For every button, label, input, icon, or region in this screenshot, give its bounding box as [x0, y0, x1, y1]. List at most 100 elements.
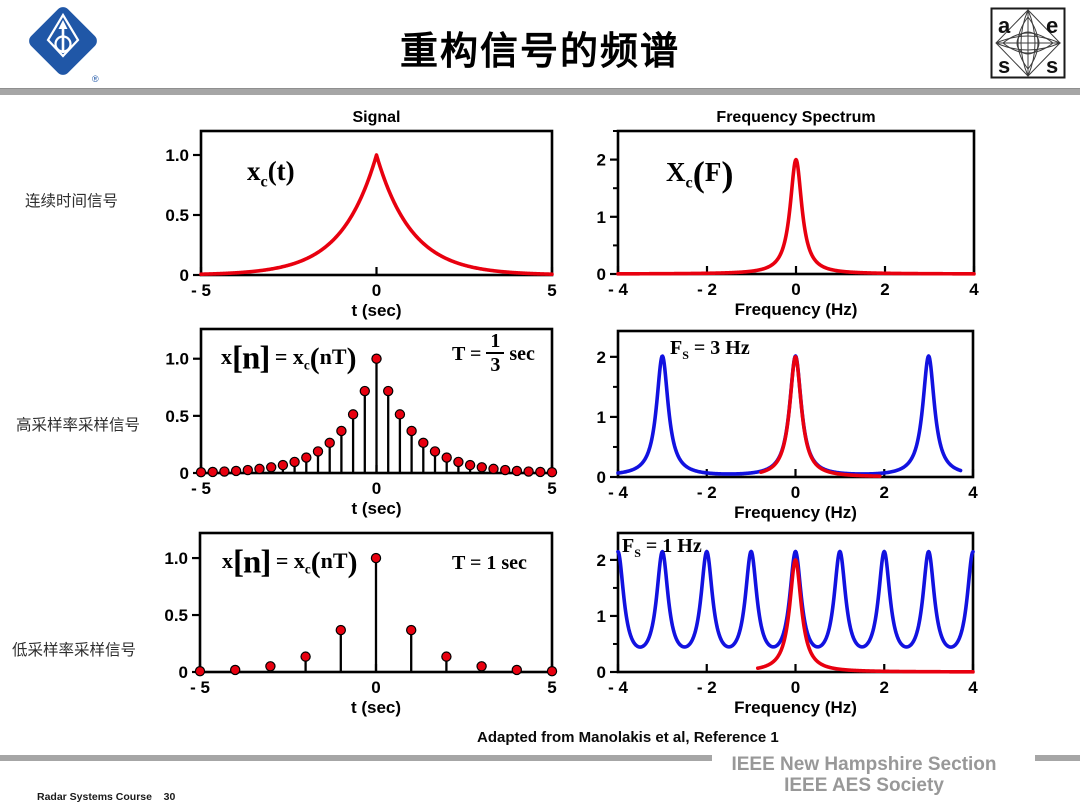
x-tick-label: 5 [547, 678, 556, 697]
chart-low-rate-samples: 00.51.0- 5 0 5t (sec) [164, 531, 558, 717]
ieee-logo-icon: ® [29, 7, 99, 84]
y-tick-label: 0.5 [165, 206, 189, 225]
stem-marker [300, 651, 311, 662]
footer-course-info: Radar Systems Course 30 Review Signals, … [37, 762, 244, 810]
stem-marker [265, 661, 276, 672]
footer-divider-left [0, 755, 712, 761]
stem-marker [265, 462, 277, 473]
chart-continuous-spectrum: Frequency Spectrum 0 1 2 - 4 - 2 0 2 4 Frequency … [597, 109, 980, 319]
stem-marker [324, 437, 335, 449]
stem-marker [382, 385, 394, 397]
x-tick-label: - 4 [608, 280, 628, 299]
x-axis-label: t (sec) [351, 698, 401, 717]
source-caption: Adapted from Manolakis et al, Reference … [477, 729, 779, 746]
chart-high-rate-spectrum: 0 1 2 - 4 - 2 0 2 4 Frequency (Hz) [597, 329, 978, 522]
x-tick-label: 2 [880, 483, 889, 502]
y-tick-label: 0 [597, 265, 606, 284]
y-tick-label: 0 [180, 266, 189, 285]
y-tick-label: 2 [597, 151, 606, 170]
x-tick-label: 0 [372, 281, 381, 300]
aes-letter-s2: s [1046, 53, 1058, 78]
row-label-high-rate: 高采样率采样信号 [16, 417, 141, 434]
x-tick-label: - 2 [697, 483, 717, 502]
aes-letter-e: e [1046, 13, 1058, 38]
footer-ieee-society: IEEE AES Society [784, 775, 944, 796]
stem-marker [476, 462, 487, 473]
x-tick-label: 5 [547, 281, 556, 300]
stem-marker [406, 624, 417, 636]
aes-star [995, 9, 1062, 78]
stem-marker [336, 425, 347, 437]
row-label-continuous: 连续时间信号 [25, 193, 119, 210]
x-tick-label: 4 [968, 483, 978, 502]
x-tick-label: 4 [968, 678, 978, 697]
plot-frame [199, 129, 554, 277]
series-curve [759, 355, 882, 478]
y-tick-label: 0.5 [165, 407, 189, 426]
x-tick-label: - 4 [608, 483, 628, 502]
x-tick-label: 2 [880, 280, 889, 299]
stem-marker [476, 661, 487, 672]
stem-marker [277, 459, 289, 471]
x-tick-label: 0 [791, 280, 800, 299]
x-tick-label: 5 [547, 479, 556, 498]
stem-marker [394, 409, 406, 420]
stem-marker [195, 466, 207, 478]
x-tick-label: - 5 [191, 479, 211, 498]
x-tick-label: 2 [880, 678, 889, 697]
equation-sampled-lo: x[n] = xc(nT) [222, 544, 358, 581]
plot-frame [616, 129, 976, 276]
x-tick-label: - 5 [190, 678, 210, 697]
series-curve [616, 157, 976, 276]
stem-marker [453, 456, 464, 468]
equation-sampled-hi: x[n] = xc(nT) [221, 340, 357, 377]
stem-marker [359, 385, 370, 397]
equation-fs-3hz: FS = 3 Hz [670, 337, 750, 362]
stem-marker [464, 459, 476, 471]
x-tick-label: 0 [791, 678, 800, 697]
footer-ieee-section: IEEE New Hampshire Section [731, 754, 997, 775]
x-tick-label: - 2 [697, 678, 717, 697]
x-tick-label: - 2 [697, 280, 717, 299]
page-title: 重构信号的频谱 [399, 31, 680, 73]
y-tick-label: 0 [179, 663, 188, 682]
series-curve [755, 558, 975, 674]
stem-marker [370, 552, 382, 564]
x-tick-label: - 5 [191, 281, 211, 300]
y-tick-label: 1 [597, 607, 606, 626]
stem-marker [347, 409, 359, 420]
equation-xct: xc(t) [247, 156, 295, 191]
y-tick-label: 1.0 [165, 146, 189, 165]
y-tick-label: 1 [597, 208, 606, 227]
stem-marker [335, 624, 346, 636]
stem-marker [207, 466, 218, 478]
plot-title: Signal [352, 109, 400, 126]
series-curve [199, 153, 554, 276]
stem-marker [488, 463, 499, 475]
x-tick-label: 0 [791, 483, 800, 502]
stem-marker [219, 466, 230, 477]
stem-marker [511, 664, 522, 676]
y-tick-label: 1 [597, 408, 606, 427]
x-axis-label: t (sec) [351, 499, 401, 518]
y-tick-label: 0.5 [164, 606, 188, 625]
stem-marker [301, 452, 312, 463]
x-axis-label: t (sec) [351, 301, 401, 320]
stem-marker [535, 466, 546, 478]
series-curve [616, 549, 975, 649]
x-tick-label: 0 [371, 678, 380, 697]
aes-letter-a: a [998, 13, 1011, 38]
x-axis-label: Frequency (Hz) [735, 300, 858, 319]
equation-T-1sec: T = 1 sec [452, 552, 527, 574]
footer-divider-right [1035, 755, 1080, 761]
stem-marker [371, 353, 382, 364]
chart-high-rate-samples: 00.51.0- 5 0 5t (sec) [165, 327, 558, 518]
stem-marker [289, 456, 300, 468]
x-tick-label: - 4 [608, 678, 628, 697]
x-tick-label: 4 [969, 280, 979, 299]
equation-fs-1hz: FS = 1 Hz [622, 535, 702, 560]
stem-marker [546, 466, 558, 478]
ieee-kite [46, 12, 80, 58]
